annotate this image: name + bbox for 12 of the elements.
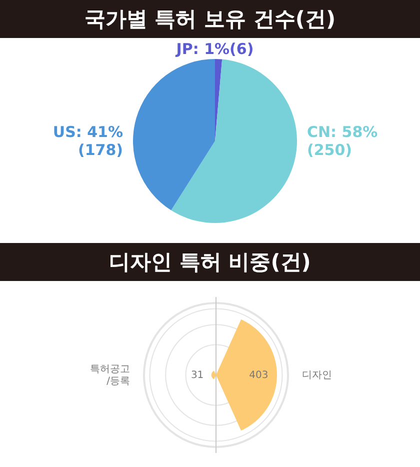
pie-slice bbox=[133, 59, 215, 210]
data-label: 403 bbox=[249, 370, 268, 380]
category-label: 특허공고/등록 bbox=[90, 364, 130, 386]
category-label: 디자인 bbox=[302, 370, 332, 380]
slice-label: CN: 58% (250) bbox=[307, 123, 378, 159]
slice-label: JP: 1%(6) bbox=[175, 40, 254, 58]
title-banner: 국가별 특허 보유 건수(건) bbox=[0, 0, 420, 38]
pie-slice bbox=[171, 59, 297, 223]
data-label: 31 bbox=[190, 370, 204, 380]
slice-label: US: 41% (178) bbox=[52, 123, 123, 159]
pie-slice bbox=[215, 59, 222, 141]
title-banner: 디자인 특허 비중(건) bbox=[0, 243, 420, 281]
